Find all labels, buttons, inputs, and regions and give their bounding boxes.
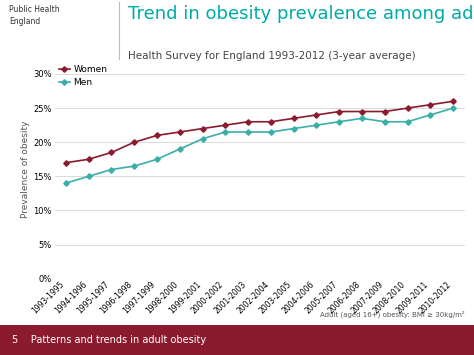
Women [359,109,365,114]
Men [200,137,205,141]
Men [314,123,319,127]
Women [405,106,410,110]
Men [63,181,69,185]
Text: Public Health
England: Public Health England [9,5,60,26]
Men [359,116,365,120]
Line: Men: Men [64,106,455,185]
Men [177,147,182,151]
Men [291,126,297,131]
Men [154,157,160,162]
Text: 5    Patterns and trends in adult obesity: 5 Patterns and trends in adult obesity [12,335,206,345]
Text: Trend in obesity prevalence among adults: Trend in obesity prevalence among adults [128,5,474,23]
Legend: Women, Men: Women, Men [59,65,108,87]
Women [314,113,319,117]
Men [245,130,251,134]
Men [222,130,228,134]
Men [428,113,433,117]
Women [109,150,114,154]
Women [63,160,69,165]
Women [382,109,388,114]
Women [154,133,160,137]
Men [131,164,137,168]
Women [131,140,137,144]
Men [337,120,342,124]
Line: Women: Women [64,99,455,165]
Women [337,109,342,114]
Women [200,126,205,131]
Men [268,130,274,134]
Men [382,120,388,124]
Women [291,116,297,120]
Men [109,167,114,171]
Women [177,130,182,134]
Y-axis label: Prevalence of obesity: Prevalence of obesity [21,121,30,218]
Women [268,120,274,124]
Women [245,120,251,124]
Men [86,174,91,179]
Men [405,120,410,124]
Text: Health Survey for England 1993-2012 (3-year average): Health Survey for England 1993-2012 (3-y… [128,51,416,61]
Women [428,103,433,107]
Text: Adult (aged 16+) obesity: BMI ≥ 30kg/m²: Adult (aged 16+) obesity: BMI ≥ 30kg/m² [320,310,465,318]
Women [222,123,228,127]
Men [450,106,456,110]
Women [450,99,456,103]
Women [86,157,91,162]
